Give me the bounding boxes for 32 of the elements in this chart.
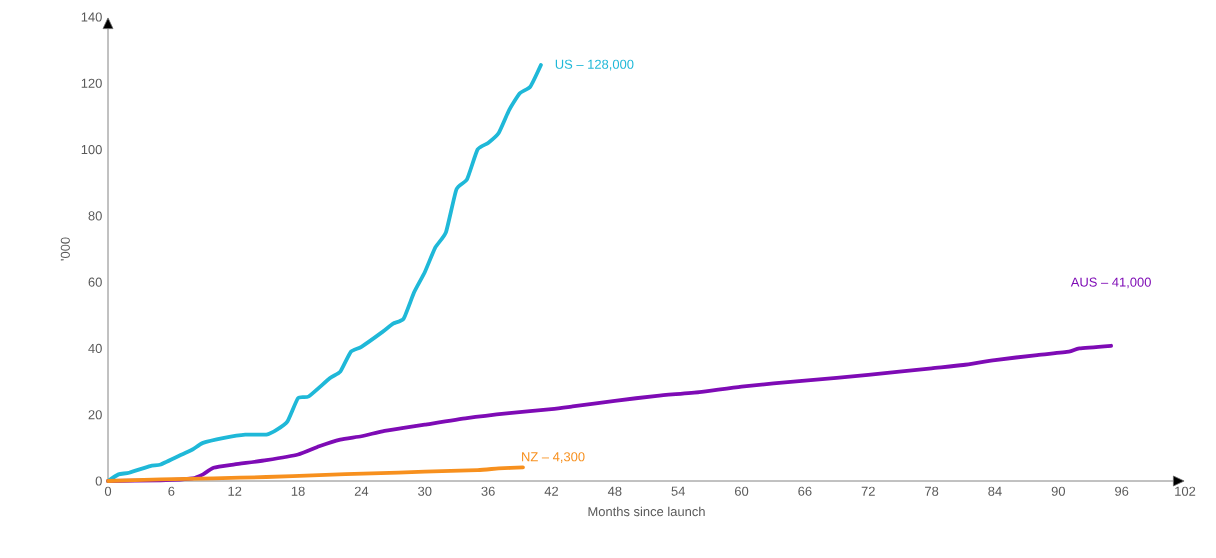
- x-tick-label: 6: [168, 486, 175, 496]
- x-tick-label: 54: [671, 486, 686, 496]
- x-tick-label: 42: [544, 486, 559, 496]
- x-tick-label: 90: [1051, 486, 1066, 496]
- x-tick-label: 12: [228, 486, 242, 496]
- y-tick-label: 40: [88, 343, 102, 354]
- y-tick-label: 0: [95, 476, 102, 486]
- x-tick-label: 24: [354, 486, 369, 496]
- y-tick-label: 20: [88, 410, 102, 420]
- text: AUS – 41,000: [1070, 277, 1151, 289]
- x-tick-label: 0: [104, 486, 112, 496]
- y-tick-label: 140: [81, 12, 102, 22]
- x-tick-label: 84: [988, 486, 1002, 496]
- series-label: US – 128,000: [555, 59, 634, 71]
- x-tick-label: 78: [925, 486, 939, 496]
- x-axis-title: Months since launch: [588, 506, 705, 517]
- x-tick-label: 72: [861, 486, 875, 496]
- y-tick-label: 80: [88, 211, 102, 221]
- x-tick-label: 96: [1115, 486, 1129, 496]
- x-tick-label: 30: [418, 486, 432, 496]
- x-tick-label: 66: [798, 486, 812, 496]
- y-tick-label: 120: [81, 78, 102, 88]
- x-tick-label: 102: [1175, 486, 1196, 496]
- y-axis-title: '000: [60, 237, 70, 261]
- series-label: NZ – 4,300: [522, 452, 585, 463]
- x-tick-label: 18: [291, 486, 305, 496]
- y-tick-label: 100: [81, 144, 102, 155]
- line-series: [106, 465, 525, 483]
- x-tick-label: 60: [734, 486, 749, 496]
- x-tick-label: 36: [481, 486, 495, 496]
- x-tick-label: 48: [607, 486, 622, 496]
- y-tick-label: 60: [88, 277, 102, 287]
